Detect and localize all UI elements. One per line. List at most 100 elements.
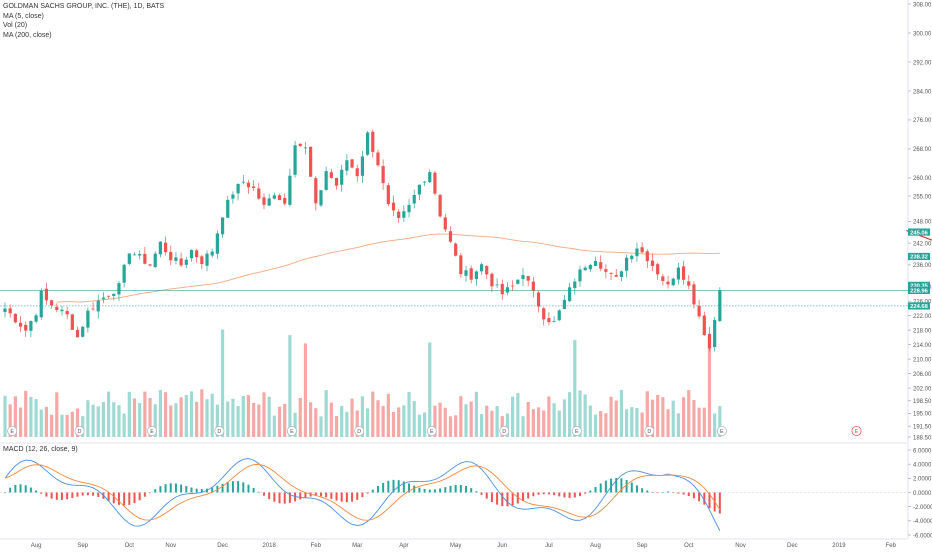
price-tag-label: 228.96	[910, 289, 929, 295]
volume-bar	[81, 416, 85, 437]
macd-histogram-bar	[288, 492, 291, 503]
candle-body	[360, 156, 365, 176]
candle-body	[438, 195, 442, 217]
volume-bar	[340, 406, 344, 437]
volume-bar	[86, 400, 90, 437]
volume-bar	[459, 396, 463, 437]
volume-bar	[127, 391, 131, 437]
candle-body	[60, 309, 64, 312]
volume-bar	[13, 396, 17, 437]
price-tick-label: 214.00	[913, 343, 932, 349]
candle-body	[381, 166, 385, 184]
volume-bar	[122, 413, 126, 437]
candle-body	[531, 281, 535, 291]
price-tag-label: 230.35	[910, 284, 929, 290]
volume-bar	[604, 413, 608, 437]
candle-body	[412, 194, 416, 204]
candle-body	[485, 266, 489, 275]
macd-histogram-bar	[449, 485, 452, 493]
macd-histogram-bar	[86, 492, 89, 496]
volume-bar	[345, 411, 349, 437]
volume-bar	[366, 408, 370, 437]
macd-histogram-bar	[19, 484, 22, 493]
candle-body	[402, 211, 406, 218]
volume-bar	[521, 416, 525, 437]
event-marker-label: D	[78, 429, 82, 435]
volume-bar	[562, 399, 567, 437]
macd-histogram-bar	[361, 492, 364, 498]
candle-body	[619, 271, 624, 277]
macd-histogram-bar	[667, 491, 670, 493]
candle-body	[127, 253, 131, 264]
price-tick-label: 191.50	[913, 424, 932, 430]
candle-body	[3, 308, 7, 313]
volume-bar	[174, 403, 178, 437]
event-marker	[354, 425, 365, 436]
macd-histogram-bar	[263, 492, 265, 496]
legend-vol: Vol (20)	[3, 22, 28, 29]
volume-bar	[3, 395, 7, 437]
candle-body	[267, 198, 271, 206]
volume-bar	[60, 414, 64, 437]
volume-bar	[107, 391, 111, 437]
candle-body	[163, 242, 168, 253]
volume-bar	[91, 404, 95, 437]
volume-bar	[386, 393, 390, 437]
x-tick-label: Nov	[165, 543, 176, 549]
macd-histogram-bar	[231, 481, 234, 493]
event-marker-label: D	[357, 429, 361, 435]
candle-body	[220, 217, 225, 235]
candle-body	[122, 264, 126, 283]
price-tick-label: 268.00	[913, 147, 932, 153]
macd-histogram-bar	[45, 492, 48, 497]
macd-histogram-bar	[604, 480, 607, 493]
volume-bar	[640, 412, 644, 437]
macd-histogram-bar	[698, 492, 701, 502]
volume-bar	[355, 410, 359, 437]
macd-tick-label: 4.0000	[913, 462, 932, 468]
candle-body	[562, 299, 567, 310]
candle-body	[552, 321, 556, 323]
candle-body	[376, 152, 380, 166]
volume-bar	[619, 389, 624, 437]
volume-bar	[257, 404, 261, 437]
candle-body	[329, 172, 333, 178]
macd-histogram-bar	[527, 492, 530, 499]
macd-histogram-bar	[66, 492, 69, 500]
candle-body	[640, 247, 644, 253]
macd-histogram-bar	[454, 485, 457, 493]
volume-bar	[609, 396, 613, 437]
price-tick-label: 218.00	[913, 328, 932, 334]
candle-body	[334, 177, 339, 186]
candle-body	[692, 284, 696, 305]
candle-body	[443, 217, 447, 230]
candle-body	[614, 274, 618, 277]
candle-body	[262, 197, 266, 205]
candle-body	[117, 283, 121, 295]
price-tick-label: 255.00	[913, 194, 932, 200]
macd-histogram-bar	[149, 492, 152, 494]
volume-bar	[215, 404, 219, 437]
candle-body	[583, 267, 587, 271]
price-tag	[908, 281, 930, 289]
macd-histogram-bar	[117, 492, 120, 505]
macd-histogram-bar	[278, 492, 281, 504]
macd-histogram-bar	[299, 492, 302, 500]
price-tick-label: 202.00	[913, 386, 932, 392]
macd-histogram-bar	[143, 492, 146, 497]
volume-bar	[645, 391, 649, 437]
price-tick-label: 292.00	[913, 60, 932, 66]
x-tick-label: Feb	[886, 543, 897, 549]
candle-body	[355, 168, 359, 177]
volume-bar	[656, 394, 660, 437]
macd-histogram-bar	[615, 477, 618, 493]
volume-bar	[179, 397, 183, 437]
event-marker	[147, 425, 158, 436]
macd-histogram-bar	[226, 482, 229, 493]
macd-histogram-bar	[718, 492, 721, 514]
candle-body	[593, 260, 598, 266]
candle-body	[495, 284, 499, 286]
macd-histogram-bar	[682, 492, 685, 495]
